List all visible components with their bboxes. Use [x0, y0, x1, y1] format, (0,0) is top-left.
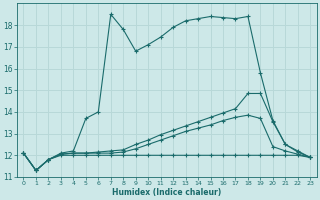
X-axis label: Humidex (Indice chaleur): Humidex (Indice chaleur): [112, 188, 221, 197]
